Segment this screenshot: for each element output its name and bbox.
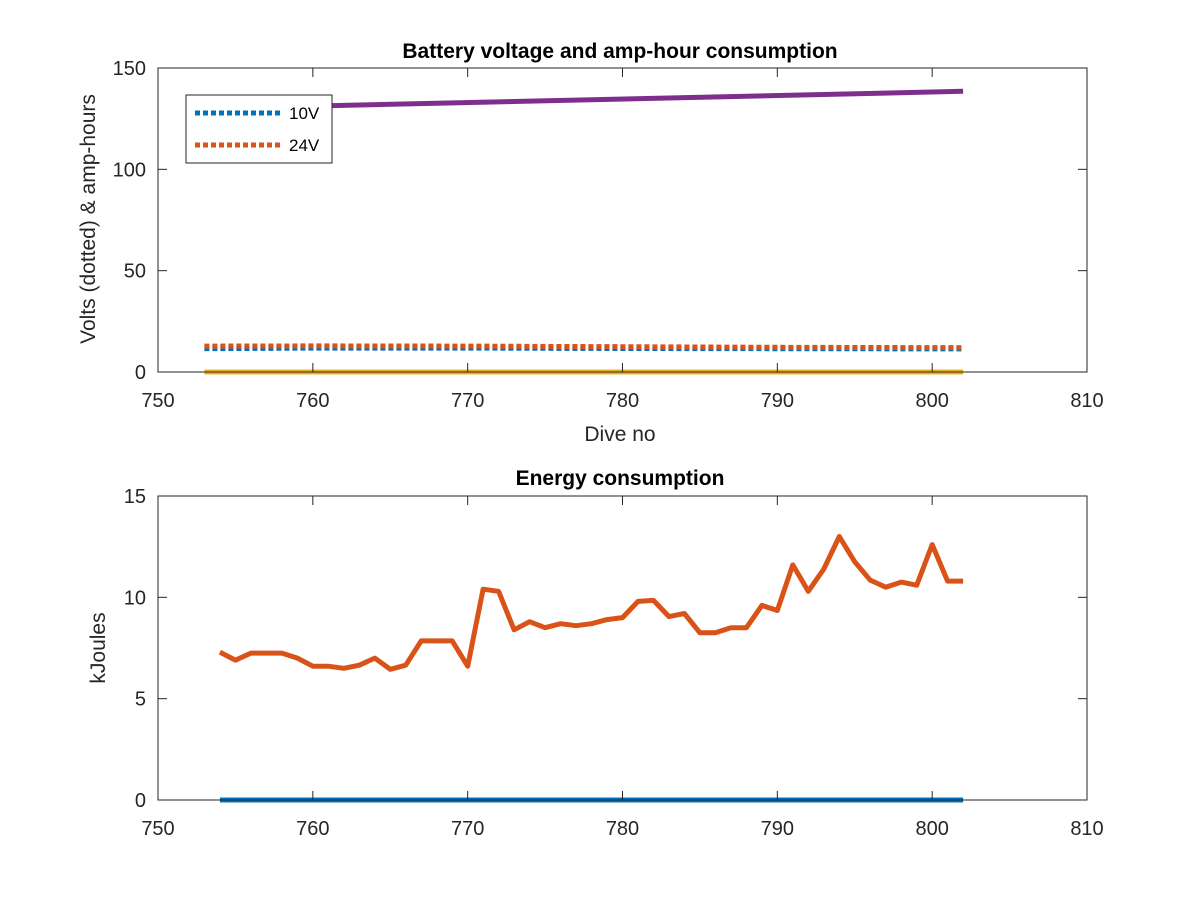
battery-x-tick-label: 760	[296, 390, 329, 412]
energy-x-tick-label: 810	[1070, 818, 1103, 840]
battery-ticks-layer: 750 760 770 780 790 800 810 0 50 100 150	[113, 58, 1104, 412]
energy-chart-title: Energy consumption	[516, 467, 725, 490]
battery-x-tick-label: 770	[451, 390, 484, 412]
energy-x-tick-label: 800	[915, 818, 948, 840]
energy-x-tick-label: 790	[761, 818, 794, 840]
energy-chart: 750 760 770 780 790 800 810 0 5 10 15 Energy consu…	[87, 467, 1104, 840]
battery-series-line-24v	[204, 343, 964, 351]
energy-ticks-layer: 750 760 770 780 790 800 810 0 5 10 15	[124, 486, 1104, 840]
energy-y-tick-label: 0	[135, 790, 146, 812]
energy-y-axis-label: kJoules	[87, 612, 110, 683]
battery-x-tick-label: 780	[606, 390, 639, 412]
battery-y-tick-label: 0	[135, 362, 146, 384]
battery-chart: 750 760 770 780 790 800 810 0 50 100 150 Battery v…	[77, 40, 1104, 446]
battery-y-axis-label: Volts (dotted) & amp-hours	[77, 94, 100, 344]
energy-x-tick-label: 760	[296, 818, 329, 840]
energy-x-tick-label: 780	[606, 818, 639, 840]
battery-y-tick-label: 50	[124, 261, 146, 283]
energy-y-tick-label: 15	[124, 486, 146, 508]
battery-chart-title: Battery voltage and amp-hour consumption	[402, 40, 837, 63]
legend-label-24v: 24V	[289, 136, 320, 155]
battery-x-tick-label: 790	[761, 390, 794, 412]
battery-legend: 10V 24V	[185, 94, 333, 164]
battery-y-tick-label: 100	[113, 159, 146, 181]
energy-x-tick-label: 770	[451, 818, 484, 840]
energy-y-tick-label: 10	[124, 587, 146, 609]
energy-y-tick-label: 5	[135, 689, 146, 711]
energy-series-line-0	[218, 534, 964, 672]
battery-x-tick-label: 810	[1070, 390, 1103, 412]
battery-y-tick-label: 150	[113, 58, 146, 80]
legend-box	[185, 94, 333, 164]
battery-x-tick-label: 750	[141, 390, 174, 412]
battery-x-axis-label: Dive no	[584, 423, 655, 446]
energy-x-tick-label: 750	[141, 818, 174, 840]
battery-x-tick-label: 800	[915, 390, 948, 412]
legend-label-10v: 10V	[289, 104, 320, 123]
